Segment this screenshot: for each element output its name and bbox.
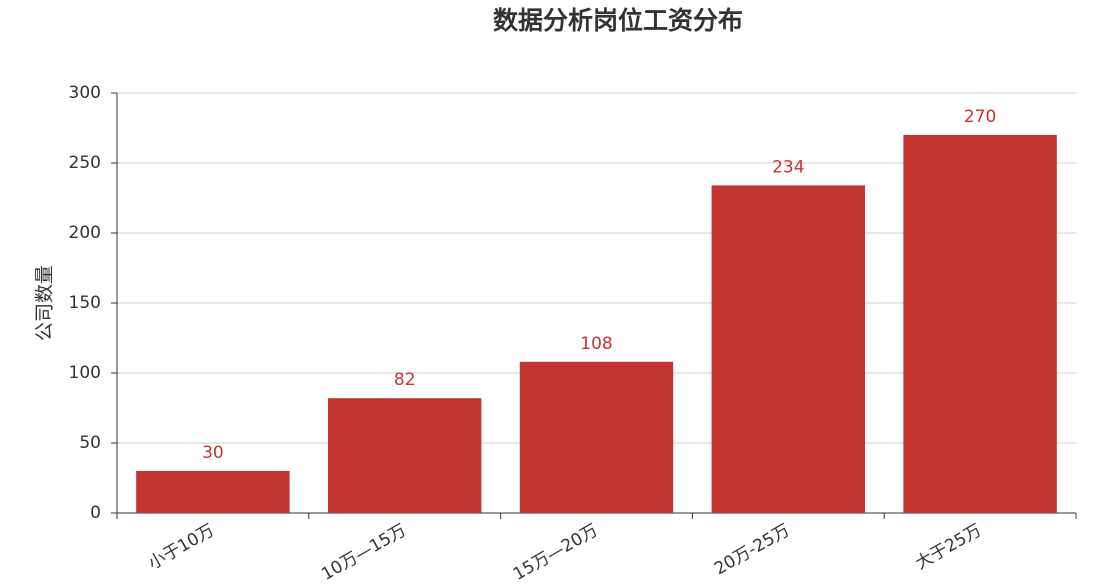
data-label: 30 bbox=[202, 443, 224, 463]
x-tick-label: 10万—15万 bbox=[318, 520, 410, 584]
y-tick-label: 150 bbox=[69, 293, 101, 313]
bar bbox=[711, 185, 866, 513]
x-tick-label: 小于10万 bbox=[145, 520, 218, 574]
y-tick-label: 200 bbox=[69, 223, 101, 243]
x-tick-label: 20万-25万 bbox=[711, 520, 793, 579]
bar bbox=[327, 398, 482, 513]
x-tick-label: 大于25万 bbox=[912, 520, 985, 574]
y-tick-label: 100 bbox=[69, 363, 101, 383]
y-axis-label: 公司数量 bbox=[34, 265, 56, 341]
data-label: 82 bbox=[394, 370, 416, 390]
y-tick-label: 300 bbox=[69, 83, 101, 103]
bar bbox=[519, 361, 674, 513]
data-label: 234 bbox=[772, 157, 804, 177]
y-tick-label: 0 bbox=[90, 503, 101, 523]
y-tick-label: 50 bbox=[79, 433, 101, 453]
x-tick-label: 15万—20万 bbox=[510, 520, 602, 584]
bar bbox=[136, 471, 290, 513]
chart-title: 数据分析岗位工资分布 bbox=[493, 6, 743, 35]
y-tick-label: 250 bbox=[69, 153, 101, 173]
data-label: 270 bbox=[964, 107, 996, 127]
data-label: 108 bbox=[580, 334, 612, 354]
bar bbox=[903, 135, 1057, 513]
